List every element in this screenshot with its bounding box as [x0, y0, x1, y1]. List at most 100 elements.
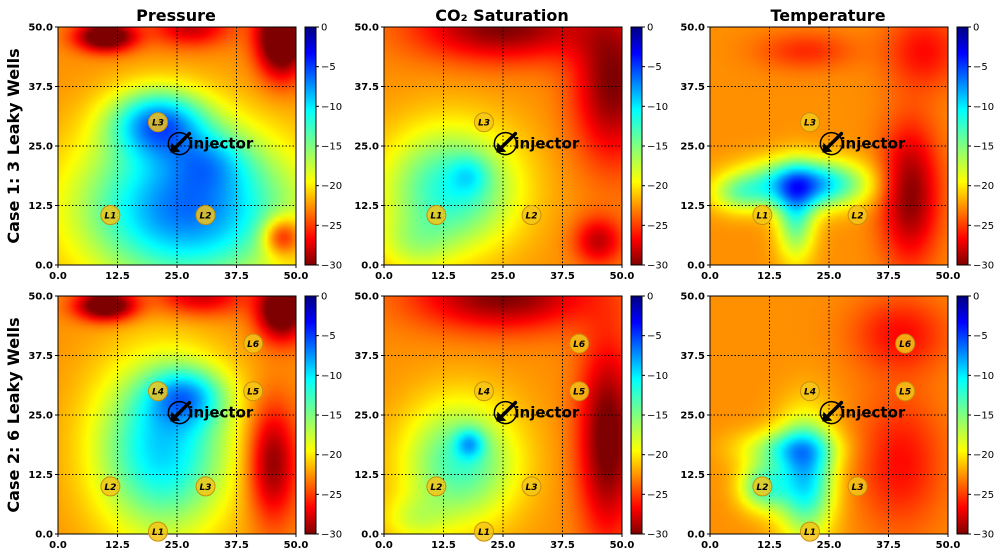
injector-circle: [493, 400, 518, 425]
leaky-well-l2: L2: [195, 205, 216, 226]
leaky-well-l3: L3: [147, 112, 168, 133]
colorbar: 0 −5 −10 −15 −20 −25 −30: [630, 23, 668, 272]
well-marker-circle: [569, 381, 590, 402]
well-marker-label: L1: [756, 212, 768, 222]
leaky-well-l6: L6: [895, 333, 916, 354]
injector-marker: injector: [493, 400, 580, 425]
injector-circle: [167, 131, 192, 156]
y-tick-label: 37.5: [354, 351, 379, 362]
well-marker-label: L2: [430, 483, 442, 493]
x-tick-label: 0.0: [49, 271, 67, 282]
well-marker-label: L6: [573, 340, 585, 350]
well-marker-label: L6: [899, 340, 911, 350]
well-marker-label: L3: [478, 119, 490, 129]
axes-frame: [57, 26, 297, 266]
leaky-well-l5: L5: [895, 381, 916, 402]
well-marker-label: L3: [526, 483, 538, 493]
well-marker-label: L3: [152, 119, 164, 129]
y-tick-label: 12.5: [28, 201, 53, 212]
colorbar-gradient: [956, 26, 969, 266]
y-tick-label: 25.0: [354, 142, 379, 153]
leaky-well-l3: L3: [799, 112, 820, 133]
injector-marker: injector: [167, 400, 254, 425]
heatmap-panel-temperature-case-2: 0.0 12.5 25.0 37.5 50.0 0.0 12.5 25.0 37.5 50.0 L1…: [680, 292, 994, 552]
well-marker-circle: [752, 205, 773, 226]
well-marker-label: L5: [573, 388, 585, 398]
well-marker-circle: [243, 381, 264, 402]
y-tick-label: 37.5: [680, 82, 705, 93]
x-tick-label: 50.0: [610, 271, 635, 282]
leaky-well-l3: L3: [195, 476, 216, 497]
colorbar-tick-label: −30: [321, 530, 342, 541]
heatmap-panel-pressure-case-1: 0.0 12.5 25.0 37.5 50.0 0.0 12.5 25.0 37.5 50.0 L1…: [28, 23, 342, 283]
leaky-well-l1: L1: [752, 205, 773, 226]
colorbar-gradient: [956, 295, 969, 535]
injector-arrow-shaft: [172, 131, 192, 151]
x-tick-label: 0.0: [701, 540, 719, 551]
well-marker-circle: [521, 205, 542, 226]
colorbar-tick-label: −25: [321, 490, 342, 501]
heatmap-panel-co2_saturation-case-2: 0.0 12.5 25.0 37.5 50.0 0.0 12.5 25.0 37.5 50.0 L1…: [354, 292, 668, 552]
colorbar-tick-label: −15: [647, 411, 668, 422]
panels-container: 0.0 12.5 25.0 37.5 50.0 0.0 12.5 25.0 37.5 50.0 L1…: [28, 23, 994, 552]
colorbar-tick-label: −15: [321, 411, 342, 422]
leaky-well-l4: L4: [799, 381, 820, 402]
well-marker-label: L2: [526, 212, 538, 222]
colorbar-tick-label: −10: [321, 371, 342, 382]
leaky-well-l5: L5: [569, 381, 590, 402]
x-tick-label: 50.0: [936, 271, 961, 282]
colorbar-tick-label: −25: [973, 221, 994, 232]
y-tick-label: 0.0: [35, 261, 53, 272]
x-tick-label: 12.5: [431, 540, 456, 551]
x-tick-label: 50.0: [284, 271, 309, 282]
x-tick-label: 50.0: [936, 540, 961, 551]
x-tick-label: 12.5: [757, 271, 782, 282]
colorbar-gradient: [630, 295, 643, 535]
column-title-co2-saturation: CO₂ Saturation: [435, 6, 568, 25]
well-marker-label: L2: [852, 212, 864, 222]
well-marker-label: L4: [152, 388, 164, 398]
colorbar-tick-label: −15: [973, 142, 994, 153]
colorbar-tick-label: −20: [973, 181, 994, 192]
x-tick-label: 0.0: [701, 271, 719, 282]
colorbar-gradient: [630, 26, 643, 266]
leaky-well-l6: L6: [243, 333, 264, 354]
leaky-well-l4: L4: [473, 381, 494, 402]
y-tick-label: 0.0: [687, 530, 705, 541]
colorbar: 0 −5 −10 −15 −20 −25 −30: [304, 292, 342, 541]
colorbar: 0 −5 −10 −15 −20 −25 −30: [956, 292, 994, 541]
y-tick-label: 37.5: [28, 351, 53, 362]
y-tick-label: 0.0: [687, 261, 705, 272]
injector-circle: [819, 131, 844, 156]
well-marker-circle: [895, 381, 916, 402]
injector-label: injector: [514, 135, 580, 153]
well-marker-circle: [799, 381, 820, 402]
leaky-well-l1: L1: [100, 205, 121, 226]
well-marker-circle: [895, 333, 916, 354]
x-tick-label: 0.0: [49, 540, 67, 551]
row-title-case-1: Case 1: 3 Leaky Wells: [4, 48, 23, 243]
well-marker-circle: [147, 381, 168, 402]
injector-arrow-shaft: [498, 131, 518, 151]
well-marker-circle: [799, 112, 820, 133]
leaky-well-l2: L2: [521, 205, 542, 226]
colorbar-tick-label: −25: [321, 221, 342, 232]
well-marker-label: L2: [104, 483, 116, 493]
colorbar: 0 −5 −10 −15 −20 −25 −30: [304, 23, 342, 272]
well-marker-circle: [752, 476, 773, 497]
column-title-pressure: Pressure: [136, 6, 216, 25]
y-tick-label: 50.0: [354, 23, 379, 34]
y-tick-label: 0.0: [361, 261, 379, 272]
colorbar-tick-label: 0: [321, 23, 327, 34]
x-tick-label: 12.5: [105, 540, 130, 551]
well-marker-label: L1: [152, 528, 164, 538]
well-marker-label: L3: [852, 483, 864, 493]
well-marker-label: L1: [430, 212, 442, 222]
injector-label: injector: [840, 135, 906, 153]
well-marker-circle: [147, 112, 168, 133]
colorbar-tick-label: −10: [647, 102, 668, 113]
leaky-well-l3: L3: [473, 112, 494, 133]
colorbar: 0 −5 −10 −15 −20 −25 −30: [630, 292, 668, 541]
y-tick-label: 50.0: [28, 292, 53, 303]
